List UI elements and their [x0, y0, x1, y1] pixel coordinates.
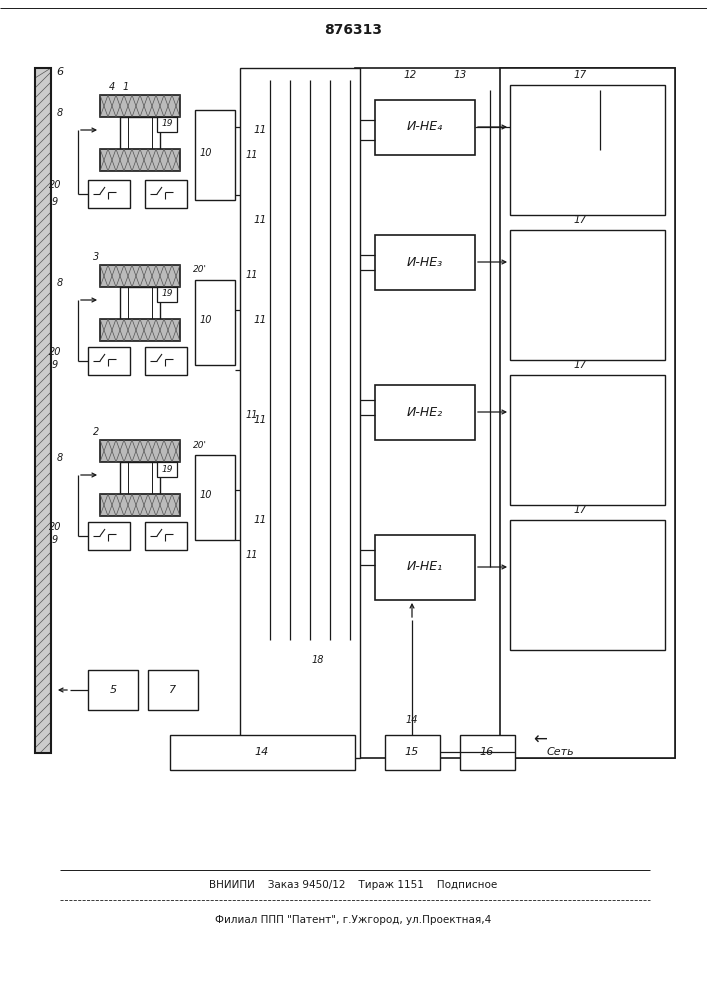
Bar — [375, 535, 475, 600]
Text: И-НЕ₂: И-НЕ₂ — [407, 406, 443, 418]
Bar — [157, 117, 177, 132]
Text: 17: 17 — [573, 70, 587, 80]
Text: Филиал ППП "Патент", г.Ужгород, ул.Проектная,4: Филиал ППП "Патент", г.Ужгород, ул.Проек… — [215, 915, 491, 925]
Bar — [510, 230, 665, 360]
Bar — [460, 735, 515, 770]
Text: 20: 20 — [49, 347, 62, 357]
Text: 9: 9 — [52, 535, 58, 545]
Bar — [375, 100, 475, 155]
Bar — [375, 385, 475, 440]
Bar — [35, 68, 51, 753]
Text: 5: 5 — [110, 685, 117, 695]
Bar — [100, 149, 180, 171]
Text: 16: 16 — [480, 747, 494, 757]
Text: 876313: 876313 — [324, 23, 382, 37]
Text: 17: 17 — [573, 215, 587, 225]
Text: 11: 11 — [253, 125, 267, 135]
Text: 10: 10 — [200, 148, 213, 158]
Bar — [157, 287, 177, 302]
Text: 11: 11 — [246, 410, 258, 420]
Bar — [195, 455, 235, 540]
Text: 18: 18 — [312, 655, 325, 665]
Text: Сеть: Сеть — [547, 747, 574, 757]
Bar — [375, 235, 475, 290]
Text: 20: 20 — [49, 180, 62, 190]
Text: 11: 11 — [253, 215, 267, 225]
Text: 19: 19 — [161, 119, 173, 128]
Bar — [148, 670, 198, 710]
Bar — [35, 68, 51, 753]
Bar — [145, 180, 187, 208]
Text: 2: 2 — [93, 427, 99, 437]
Text: 20: 20 — [49, 522, 62, 532]
Text: 11: 11 — [253, 315, 267, 325]
Text: 19: 19 — [161, 464, 173, 474]
Bar — [195, 110, 235, 200]
Bar — [510, 85, 665, 215]
Text: И-НЕ₄: И-НЕ₄ — [407, 120, 443, 133]
Text: 10: 10 — [200, 315, 213, 325]
Text: 1: 1 — [123, 82, 129, 92]
Bar — [145, 347, 187, 375]
Bar — [88, 522, 130, 550]
Text: И-НЕ₃: И-НЕ₃ — [407, 255, 443, 268]
Text: 11: 11 — [253, 415, 267, 425]
Bar — [88, 180, 130, 208]
Bar — [100, 265, 180, 287]
Text: 8: 8 — [57, 278, 63, 288]
Text: 19: 19 — [161, 290, 173, 298]
Bar — [355, 68, 675, 758]
Text: 20': 20' — [193, 440, 207, 450]
Text: И-НЕ₁: И-НЕ₁ — [407, 560, 443, 574]
Text: 8: 8 — [57, 453, 63, 463]
Text: 13: 13 — [453, 70, 467, 80]
Text: 11: 11 — [246, 550, 258, 560]
Bar — [510, 520, 665, 650]
Text: 9: 9 — [52, 197, 58, 207]
Text: 17: 17 — [573, 505, 587, 515]
Bar — [510, 375, 665, 505]
Text: 15: 15 — [405, 747, 419, 757]
Text: 11: 11 — [246, 270, 258, 280]
Bar — [157, 462, 177, 477]
Text: 17: 17 — [573, 360, 587, 370]
Bar — [385, 735, 440, 770]
Bar — [100, 95, 180, 117]
Bar — [500, 68, 675, 758]
Bar — [100, 494, 180, 516]
Text: 14: 14 — [406, 715, 419, 725]
Text: ←: ← — [533, 731, 547, 749]
Bar — [195, 280, 235, 365]
Text: 12: 12 — [404, 70, 416, 80]
Text: 10: 10 — [200, 490, 213, 500]
Bar — [88, 347, 130, 375]
Text: ВНИИПИ    Заказ 9450/12    Тираж 1151    Подписное: ВНИИПИ Заказ 9450/12 Тираж 1151 Подписно… — [209, 880, 497, 890]
Bar — [240, 68, 360, 758]
Text: 3: 3 — [93, 252, 99, 262]
Bar — [100, 319, 180, 341]
Text: 14: 14 — [255, 747, 269, 757]
Text: 9: 9 — [52, 360, 58, 370]
Bar — [120, 117, 160, 149]
Bar — [88, 670, 138, 710]
Text: 7: 7 — [170, 685, 177, 695]
Bar — [120, 287, 160, 319]
Text: 8: 8 — [57, 108, 63, 118]
Text: 4: 4 — [109, 82, 115, 92]
Bar — [120, 462, 160, 494]
Text: 6: 6 — [57, 67, 64, 77]
Bar — [170, 735, 355, 770]
Bar — [100, 440, 180, 462]
Bar — [145, 522, 187, 550]
Text: 11: 11 — [253, 515, 267, 525]
Text: 20': 20' — [193, 265, 207, 274]
Text: 11: 11 — [246, 150, 258, 160]
